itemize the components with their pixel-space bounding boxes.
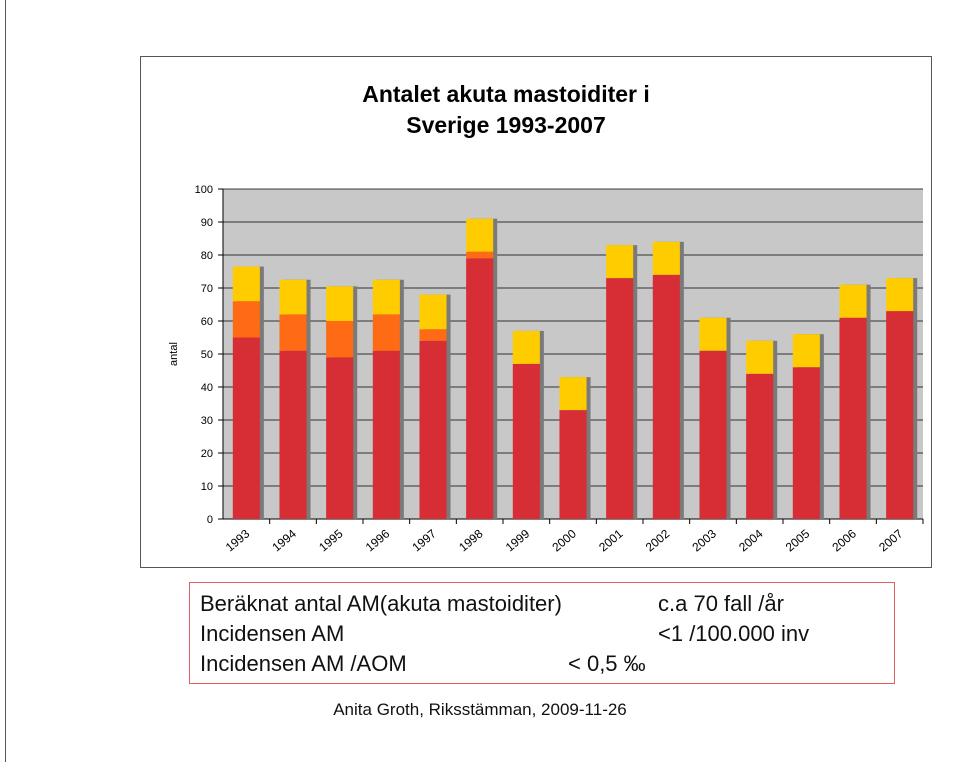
bar-segment-1998-s2 [466, 251, 494, 259]
bar-segment-2001-s3 [606, 245, 634, 279]
bar-segment-2004-s1 [746, 373, 774, 519]
x-tick-label: 1998 [456, 526, 486, 554]
bar-segment-1994-s2 [279, 314, 307, 351]
y-tick-label: 60 [201, 316, 213, 328]
info-value-incidence: <1 /100.000 inv [658, 621, 810, 646]
bar-segment-1996-s3 [372, 279, 400, 315]
chart-title-line-1: Antalet akuta mastoiditer i [362, 81, 650, 107]
info-label-estimated: Beräknat antal AM(akuta mastoiditer) [200, 591, 562, 616]
info-value-incidence-aom: < 0,5 ‰ [568, 651, 646, 676]
info-label-incidence: Incidensen AM [200, 621, 345, 646]
bar-chart: 0 10 20 30 40 50 60 70 80 90 100 antal 1993 1994 1995 1… [168, 184, 924, 554]
bar-segment-1994-s1 [279, 350, 307, 519]
chart-panel: Antalet akuta mastoiditer i Sverige 1993… [140, 56, 932, 568]
bar-segment-1993-s3 [232, 266, 260, 302]
y-axis-label: antal [168, 342, 180, 366]
x-tick-label: 2007 [876, 526, 906, 554]
bar-segment-1997-s2 [419, 329, 447, 341]
bar-segment-2005-s3 [792, 334, 820, 368]
y-tick-label: 80 [201, 250, 213, 262]
bar-segment-1996-s1 [372, 350, 400, 519]
y-tick-label: 90 [201, 217, 213, 229]
x-tick-label: 2002 [643, 526, 673, 554]
x-tick-label: 1995 [316, 526, 346, 554]
page-left-border [5, 0, 6, 762]
info-label-incidence-aom: Incidensen AM /AOM [200, 651, 407, 676]
x-tick-label: 1994 [269, 526, 299, 554]
bar-segment-1998-s1 [466, 258, 494, 519]
bar-segment-1998-s3 [466, 218, 494, 252]
x-tick-label: 2003 [689, 526, 719, 554]
bar-segment-2007-s1 [886, 311, 914, 519]
x-tick-label: 2000 [549, 526, 579, 554]
y-tick-label: 70 [201, 283, 213, 295]
bar-segment-2004-s3 [746, 340, 774, 374]
bar-segment-2006-s3 [839, 284, 867, 318]
bar-segment-1995-s2 [326, 321, 354, 358]
bar-segment-2005-s1 [792, 367, 820, 519]
y-tick-label: 20 [201, 448, 213, 460]
bar-segment-2000-s1 [559, 410, 587, 519]
bar-segment-1993-s2 [232, 301, 260, 338]
x-tick-label: 2004 [736, 526, 766, 554]
y-tick-label: 40 [201, 382, 213, 394]
bar-segment-1999-s3 [512, 330, 540, 364]
x-tick-label: 2006 [829, 526, 859, 554]
footer-credit: Anita Groth, Riksstämman, 2009-11-26 [333, 700, 627, 719]
info-box: Beräknat antal AM(akuta mastoiditer) c.a… [189, 582, 895, 684]
bar-segment-1993-s1 [232, 337, 260, 519]
x-tick-label: 1993 [223, 526, 253, 554]
bar-segment-1995-s1 [326, 357, 354, 519]
x-tick-label: 1999 [503, 526, 533, 554]
y-tick-label: 100 [195, 184, 213, 196]
chart-title: Antalet akuta mastoiditer i Sverige 1993… [141, 79, 871, 141]
bar-segment-2002-s3 [652, 241, 680, 275]
bar-segment-1997-s1 [419, 340, 447, 519]
x-tick-label: 1996 [363, 526, 393, 554]
bar-segment-2000-s3 [559, 377, 587, 411]
bar-segment-1994-s3 [279, 279, 307, 315]
bar-segment-2003-s1 [699, 350, 727, 519]
bar-segment-1999-s1 [512, 363, 540, 519]
y-tick-label: 50 [201, 349, 213, 361]
chart-title-line-2: Sverige 1993-2007 [406, 112, 606, 138]
y-tick-label: 30 [201, 415, 213, 427]
bar-segment-2003-s3 [699, 317, 727, 351]
bar-segment-2002-s1 [652, 274, 680, 519]
bar-segment-2007-s3 [886, 278, 914, 312]
x-tick-label: 2005 [783, 526, 813, 554]
x-tick-label: 1997 [409, 526, 439, 554]
bar-segment-2001-s1 [606, 278, 634, 519]
x-tick-label: 2001 [596, 526, 626, 554]
bar-segment-1995-s3 [326, 286, 354, 321]
bar-segment-1996-s2 [372, 314, 400, 351]
bar-segment-2006-s1 [839, 317, 867, 519]
bar-segment-1997-s3 [419, 294, 447, 330]
y-tick-label: 0 [207, 514, 213, 526]
info-value-estimated: c.a 70 fall /år [658, 591, 784, 616]
y-tick-label: 10 [201, 481, 213, 493]
